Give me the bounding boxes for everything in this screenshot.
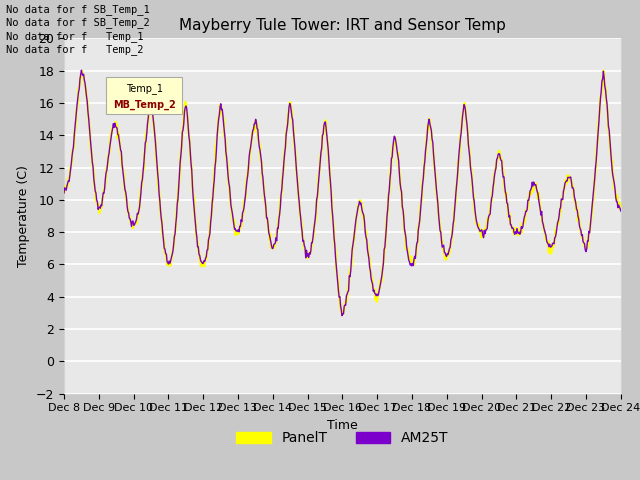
PanelT <box>617 201 625 206</box>
AM25T <box>228 211 236 216</box>
PanelT <box>339 312 347 317</box>
AM25T <box>60 190 68 196</box>
PanelT <box>401 227 408 232</box>
AM25T <box>256 147 264 153</box>
Text: Temp_1: Temp_1 <box>125 84 163 95</box>
FancyBboxPatch shape <box>106 77 182 114</box>
AM25T <box>433 186 440 192</box>
Text: No data for f   Temp_1: No data for f Temp_1 <box>6 31 144 42</box>
PanelT <box>255 141 263 147</box>
Text: No data for f SB_Temp_2: No data for f SB_Temp_2 <box>6 17 150 28</box>
Y-axis label: Temperature (C): Temperature (C) <box>17 165 30 267</box>
Title: Mayberry Tule Tower: IRT and Sensor Temp: Mayberry Tule Tower: IRT and Sensor Temp <box>179 18 506 33</box>
Line: AM25T: AM25T <box>64 70 621 316</box>
PanelT <box>276 200 284 205</box>
Line: PanelT: PanelT <box>64 71 621 314</box>
Legend: PanelT, AM25T: PanelT, AM25T <box>230 425 454 451</box>
AM25T <box>338 313 346 319</box>
AM25T <box>401 230 409 236</box>
AM25T <box>617 208 625 214</box>
Text: No data for f   Temp_2: No data for f Temp_2 <box>6 44 144 55</box>
PanelT <box>228 207 236 213</box>
Text: No data for f SB_Temp_1: No data for f SB_Temp_1 <box>6 4 150 15</box>
AM25T <box>277 192 285 197</box>
PanelT <box>600 68 607 73</box>
AM25T <box>77 67 85 73</box>
X-axis label: Time: Time <box>327 419 358 432</box>
Text: MB_Temp_2: MB_Temp_2 <box>113 100 175 110</box>
AM25T <box>126 216 134 222</box>
PanelT <box>125 214 133 220</box>
PanelT <box>60 188 68 193</box>
PanelT <box>432 178 440 183</box>
